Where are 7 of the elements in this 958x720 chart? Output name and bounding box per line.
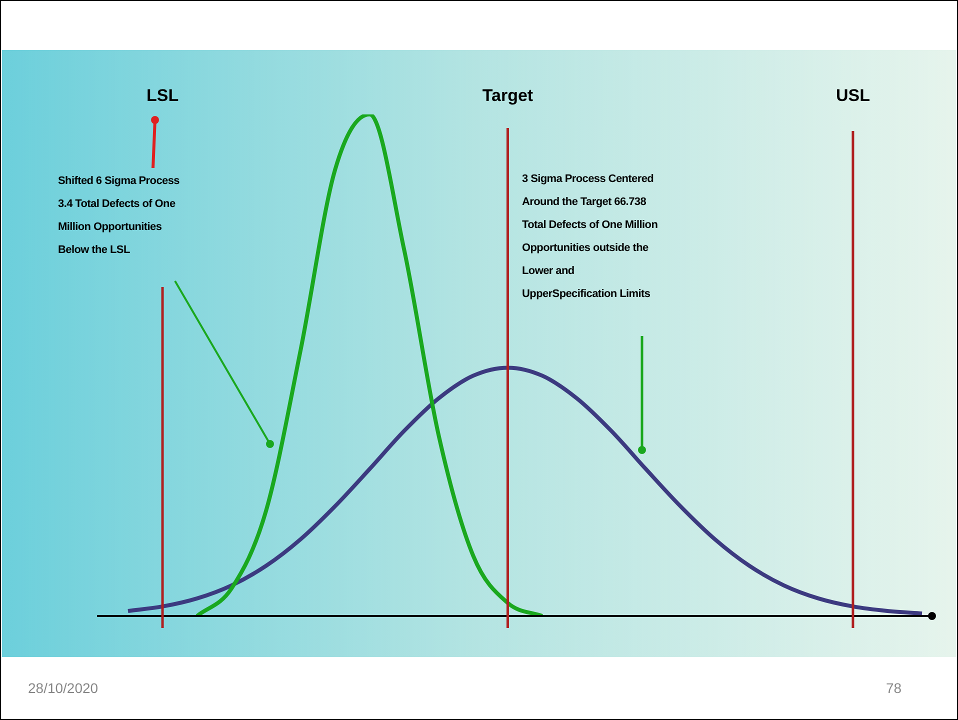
text: 78	[886, 680, 902, 696]
text: 28/10/2020	[28, 680, 98, 696]
annotation: 3 Sigma Process Centered Around the Target 66.738 Total Defects of One Million Opportunities outside the Lower and UpperSpecification Limits	[522, 172, 659, 302]
x-tick-label: LSL	[146, 86, 179, 105]
x-tick-label: USL	[836, 86, 870, 105]
annotation: Shifted 6 Sigma Process 3.4 Total Defects of One Million Opportunities Below the LSL	[58, 174, 180, 258]
x-tick-label: Target	[482, 86, 534, 105]
